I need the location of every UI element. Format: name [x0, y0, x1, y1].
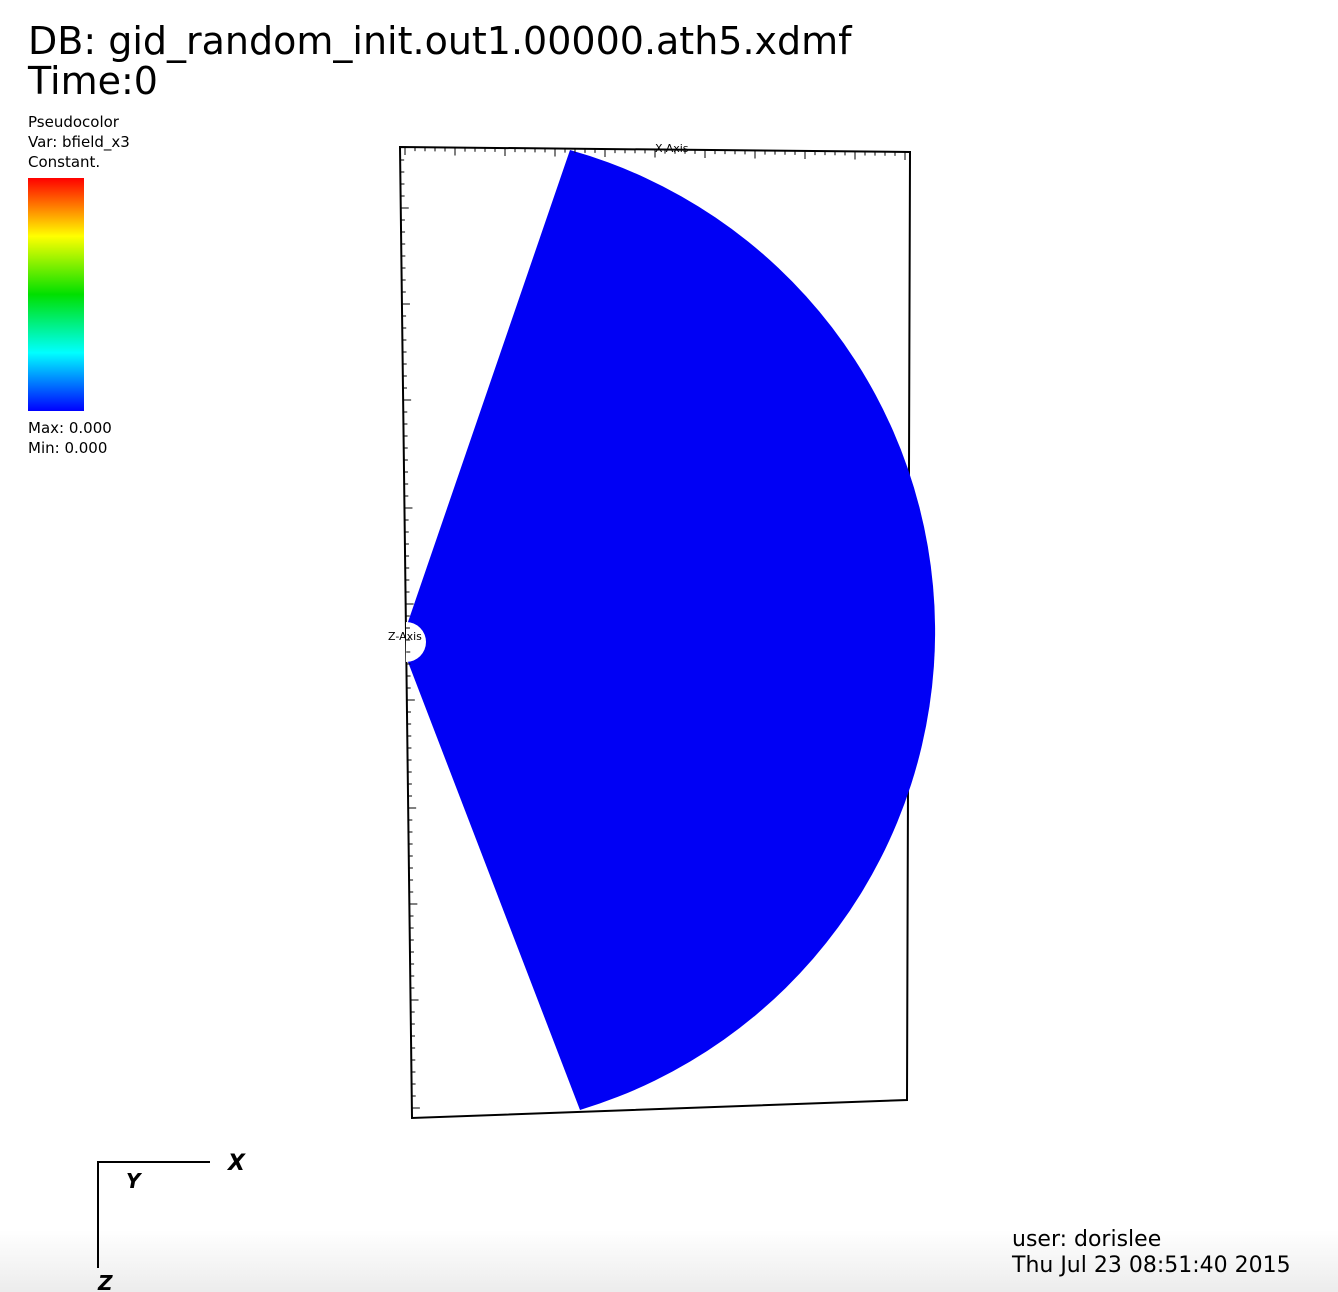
user-label: user: dorislee	[1012, 1227, 1161, 1252]
db-title: DB: gid_random_init.out1.00000.ath5.xdmf	[28, 19, 853, 63]
legend-note: Constant.	[28, 153, 100, 171]
legend-var: Var: bfield_x3	[28, 133, 130, 152]
time-label: Time:0	[27, 59, 158, 103]
wedge-notch	[406, 622, 426, 662]
triad-z: Z	[97, 1271, 113, 1292]
triad	[97, 1161, 210, 1268]
z-axis-title: Z-Axis	[388, 630, 422, 643]
triad-y: Y	[126, 1169, 143, 1193]
legend-max: Max: 0.000	[28, 419, 112, 437]
triad-x: X	[226, 1151, 246, 1176]
wedge	[408, 150, 936, 1110]
axis-ticks	[400, 147, 906, 1109]
bounding-box	[398, 145, 912, 1120]
x-axis-title: X-Axis	[655, 142, 689, 155]
legend-plot: Pseudocolor	[28, 113, 120, 131]
legend-min: Min: 0.000	[28, 439, 107, 457]
date-label: Thu Jul 23 08:51:40 2015	[1011, 1253, 1291, 1278]
bottom-shade	[0, 1230, 1338, 1292]
colorbar	[28, 178, 84, 411]
